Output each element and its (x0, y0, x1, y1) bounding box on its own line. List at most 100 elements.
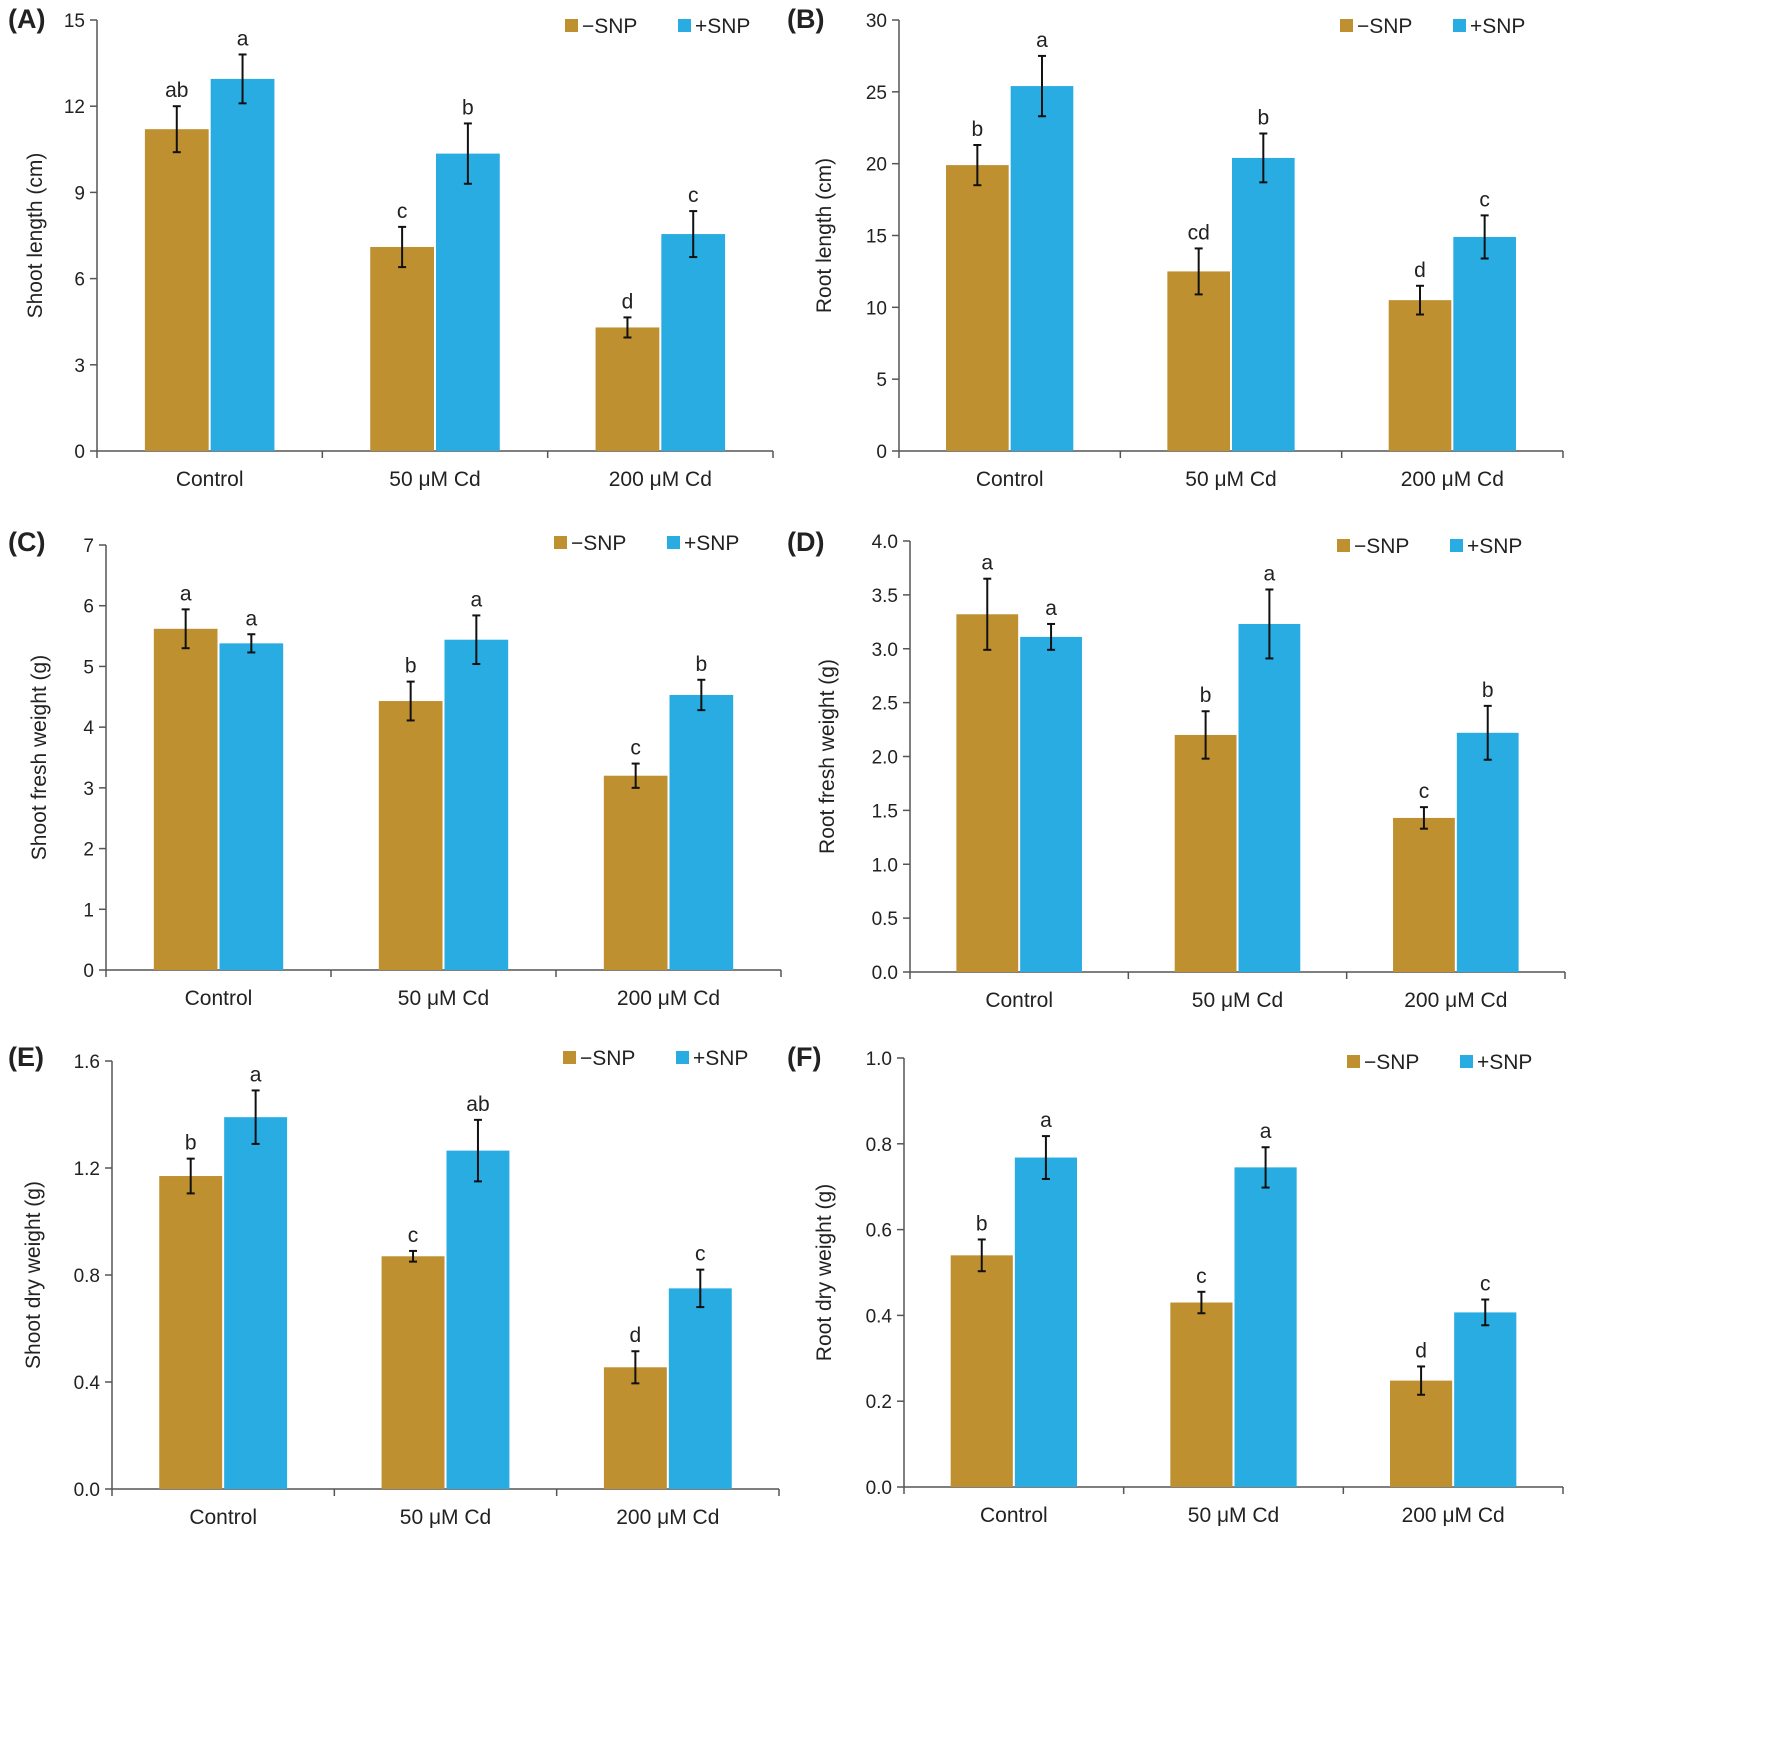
bar-minus-snp-200um-cd (603, 1367, 667, 1489)
bar-plus-snp-50um-cd (444, 639, 509, 970)
legend: −SNP +SNP (1337, 535, 1522, 558)
chart-panel-d: (D) 0.0 0.5 1.0 1.5 2.0 2.5 3.0 3.5 4.0 Root fresh… (787, 527, 1566, 1012)
legend-label: +SNP (695, 15, 750, 38)
bar-minus-snp-control (946, 165, 1009, 451)
y-tick-label: 1.5 (872, 801, 898, 822)
y-axis-label: Shoot length (cm) (24, 153, 47, 319)
legend-swatch-minus-snp (565, 19, 578, 32)
legend-label: +SNP (684, 532, 739, 555)
bar-minus-snp-50um-cd (378, 701, 443, 970)
significance-letter: d (1414, 259, 1426, 282)
bar-plus-snp-200um-cd (661, 234, 726, 451)
bar-plus-snp-control (210, 78, 275, 452)
significance-letter: c (688, 184, 699, 207)
significance-letter: a (1045, 597, 1057, 620)
panel-label: (F) (787, 1042, 821, 1072)
y-tick-label: 15 (64, 11, 85, 32)
y-tick-label: 3 (74, 356, 85, 377)
y-tick-label: 5 (876, 370, 887, 391)
chart-panel-a: (A) 0 3 6 9 12 15 Shoot length (cm) Control ab a 50… (8, 4, 774, 491)
x-category-label-50um-cd: 50 μM Cd (400, 1506, 491, 1529)
bar-plus-snp-50um-cd (1232, 157, 1295, 452)
significance-letter: a (470, 588, 482, 611)
chart-panel-e: (E) 0.0 0.4 0.8 1.2 1.6 Shoot dry weight (g) Co… (8, 1042, 780, 1529)
y-tick-label: 3 (83, 779, 94, 800)
significance-letter: b (1482, 679, 1494, 702)
y-tick-label: 0.8 (866, 1135, 892, 1156)
x-category-label-200um-cd: 200 μM Cd (617, 987, 720, 1010)
y-tick-label: 0.4 (74, 1373, 101, 1394)
significance-letter: b (462, 96, 474, 119)
x-category-label-200um-cd: 200 μM Cd (1404, 989, 1507, 1012)
significance-letter: b (695, 653, 707, 676)
x-category-label-200um-cd: 200 μM Cd (1401, 468, 1504, 491)
y-tick-label: 0.6 (866, 1221, 892, 1242)
bar-minus-snp-50um-cd (1174, 734, 1237, 972)
bar-minus-snp-200um-cd (1388, 300, 1452, 451)
significance-letter: ab (466, 1093, 489, 1116)
bar-minus-snp-50um-cd (381, 1256, 445, 1489)
bar-plus-snp-200um-cd (1454, 1312, 1517, 1487)
chart-panel-f: (F) 0.0 0.2 0.4 0.6 0.8 1.0 Root dry weight (g)… (787, 1042, 1564, 1527)
chart-panel-c: (C) 0 1 2 3 4 5 6 7 Shoot fresh weight (g) Control… (8, 527, 782, 1010)
y-tick-label: 0.5 (872, 909, 898, 930)
bar-minus-snp-200um-cd (1390, 1380, 1453, 1487)
significance-letter: c (695, 1243, 706, 1266)
legend-label: +SNP (1470, 15, 1525, 38)
legend: −SNP +SNP (554, 532, 739, 555)
bar-plus-snp-200um-cd (1453, 236, 1516, 451)
significance-letter: c (397, 200, 408, 223)
y-tick-label: 6 (83, 597, 94, 618)
significance-letter: b (1257, 106, 1269, 129)
bar-minus-snp-200um-cd (1393, 817, 1455, 972)
bar-plus-snp-50um-cd (446, 1150, 510, 1489)
significance-letter: c (1419, 780, 1430, 803)
x-category-label-control: Control (985, 989, 1053, 1012)
x-category-label-50um-cd: 50 μM Cd (398, 987, 489, 1010)
bar-plus-snp-control (1010, 86, 1074, 451)
legend-label: −SNP (1357, 15, 1412, 38)
y-tick-label: 20 (866, 155, 887, 176)
significance-letter: cd (1188, 221, 1210, 244)
x-category-label-50um-cd: 50 μM Cd (1185, 468, 1276, 491)
y-tick-label: 0.4 (866, 1306, 893, 1327)
significance-letter: c (1480, 1273, 1491, 1296)
significance-letter: c (630, 737, 641, 760)
y-axis-label: Root length (cm) (813, 158, 836, 313)
y-tick-label: 1 (83, 900, 94, 921)
legend-label: +SNP (1477, 1051, 1532, 1074)
panel-label: (C) (8, 527, 45, 557)
y-tick-label: 7 (83, 536, 94, 557)
bar-plus-snp-50um-cd (436, 153, 500, 452)
bar-minus-snp-200um-cd (595, 327, 660, 451)
significance-letter: d (1415, 1339, 1427, 1362)
y-tick-label: 1.2 (74, 1159, 100, 1180)
legend-swatch-plus-snp (678, 19, 691, 32)
significance-letter: d (630, 1324, 642, 1347)
legend-swatch-minus-snp (1340, 19, 1353, 32)
y-tick-label: 6 (74, 270, 85, 291)
y-tick-label: 12 (64, 97, 85, 118)
bar-minus-snp-control (153, 628, 218, 970)
y-tick-label: 25 (866, 83, 887, 104)
legend-swatch-plus-snp (1450, 539, 1463, 552)
y-tick-label: 15 (866, 227, 887, 248)
bar-plus-snp-200um-cd (669, 694, 734, 970)
significance-letter: a (237, 27, 249, 50)
x-category-label-control: Control (976, 468, 1044, 491)
y-tick-label: 0 (74, 442, 85, 463)
bar-minus-snp-control (950, 1255, 1013, 1487)
bar-plus-snp-control (1020, 636, 1082, 972)
significance-letter: a (1260, 1120, 1272, 1143)
legend-label: −SNP (1354, 535, 1409, 558)
y-tick-label: 0.0 (866, 1478, 892, 1499)
y-tick-label: 9 (74, 183, 85, 204)
bar-plus-snp-50um-cd (1234, 1167, 1297, 1487)
bar-plus-snp-control (1014, 1157, 1077, 1487)
y-tick-label: 2.5 (872, 694, 898, 715)
x-category-label-200um-cd: 200 μM Cd (1402, 1504, 1505, 1527)
y-tick-label: 0.2 (866, 1392, 892, 1413)
significance-letter: ab (165, 79, 188, 102)
y-tick-label: 0 (83, 961, 94, 982)
legend: −SNP +SNP (1347, 1051, 1532, 1074)
